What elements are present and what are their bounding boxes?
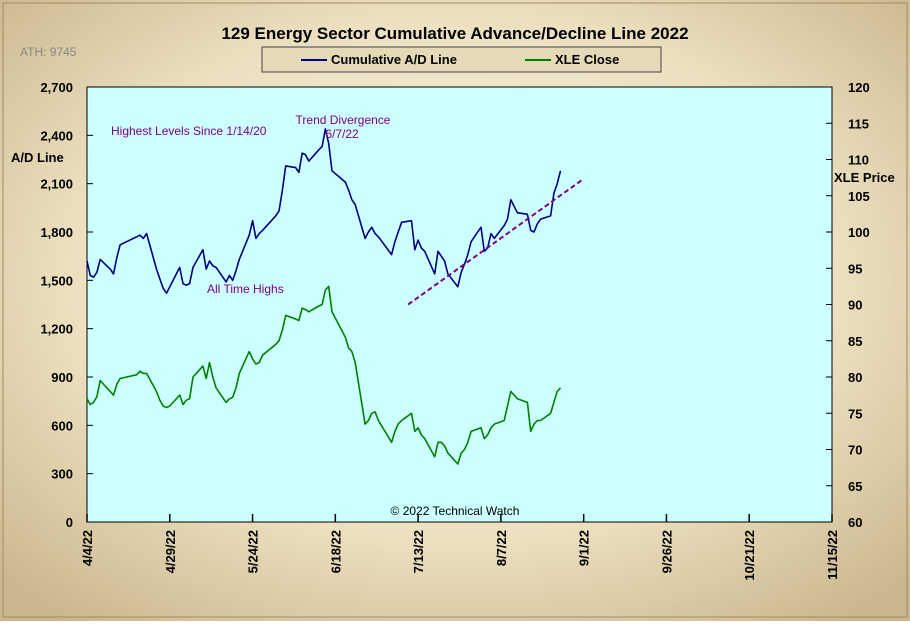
right-tick-label: 75 [848,406,862,421]
left-tick-label: 1,500 [40,273,73,288]
right-tick-label: 85 [848,334,862,349]
annotation-trend-divergence: Trend Divergence [296,113,391,127]
annotation-date: 6/7/22 [325,127,359,141]
left-tick-label: 0 [66,515,73,530]
left-tick-label: 1,800 [40,225,73,240]
series-layer [86,128,562,465]
right-tick-label: 60 [848,515,862,530]
left-tick-label: 2,400 [40,128,73,143]
x-tick-label: 9/1/22 [577,530,592,566]
right-tick-label: 95 [848,261,862,276]
legend-label-xle: XLE Close [555,52,619,67]
right-axis-ticks: 60 65 70 75 80 85 90 95 100 105 110 115 120 [826,80,870,530]
annotations: Highest Levels Since 1/14/20 Trend Diver… [111,113,391,296]
right-tick-label: 100 [848,225,870,240]
x-tick-label: 11/15/22 [825,530,840,580]
x-tick-label: 10/21/22 [742,530,757,581]
x-tick-label: 6/18/22 [328,530,343,573]
annotation-highest-levels: Highest Levels Since 1/14/20 [111,124,267,138]
annotation-all-time-highs: All Time Highs [207,282,284,296]
x-tick-label: 4/4/22 [80,530,95,566]
x-tick-label: 9/26/22 [659,530,674,573]
legend-label-ad-line: Cumulative A/D Line [331,52,457,67]
ad-line-series [86,128,562,295]
right-tick-label: 120 [848,80,870,95]
left-tick-label: 2,100 [40,177,73,192]
left-tick-label: 900 [51,370,73,385]
left-tick-label: 1,200 [40,322,73,337]
left-axis-ticks: 0 300 600 900 1,200 1,500 1,800 2,100 2,400 2,700 [40,80,93,530]
right-tick-label: 90 [848,298,862,313]
left-axis-label: A/D Line [11,150,64,165]
ath-label: ATH: 9745 [20,45,77,59]
copyright-text: © 2022 Technical Watch [391,504,520,518]
x-axis-ticks: 4/4/22 4/29/22 5/24/22 6/18/22 7/13/22 8/7/22… [80,514,840,581]
left-tick-label: 600 [51,418,73,433]
right-tick-label: 115 [848,116,869,131]
right-tick-label: 110 [848,153,869,168]
x-tick-label: 7/13/22 [411,530,426,573]
x-tick-label: 8/7/22 [494,530,509,566]
x-tick-label: 5/24/22 [246,530,261,573]
right-tick-label: 80 [848,370,862,385]
x-tick-label: 4/29/22 [163,530,178,573]
left-tick-label: 2,700 [40,80,73,95]
right-axis-label: XLE Price [834,170,895,185]
right-tick-label: 105 [848,189,870,204]
legend-box [261,46,662,73]
right-tick-label: 65 [848,479,862,494]
chart-title: 129 Energy Sector Cumulative Advance/Dec… [221,24,688,43]
chart-border [2,2,908,618]
plot-area [86,86,833,523]
right-tick-label: 70 [848,443,862,458]
trendline [407,178,585,306]
xle-close-series [86,285,562,465]
legend: Cumulative A/D Line XLE Close [261,46,662,73]
left-tick-label: 300 [51,467,73,482]
